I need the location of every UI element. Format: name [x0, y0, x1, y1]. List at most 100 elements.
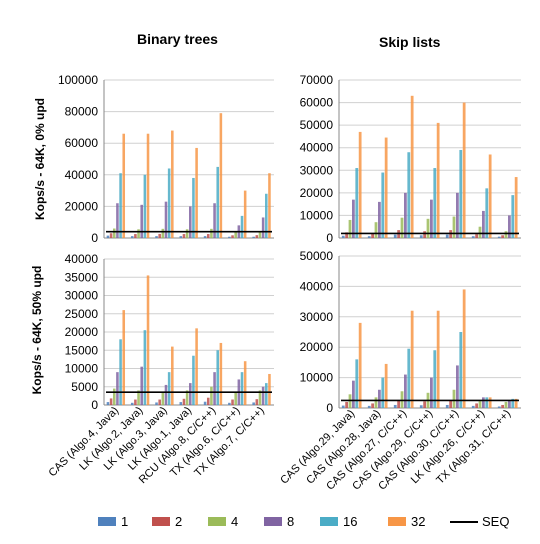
- legend-label: 16: [343, 514, 358, 529]
- bar-series-16: [119, 173, 122, 238]
- legend-item-seq: SEQ: [450, 514, 509, 529]
- y-tick-label: 10000: [300, 208, 334, 222]
- y-tick-label: 10000: [65, 362, 99, 376]
- bar-series-4: [161, 228, 165, 238]
- legend-item-16: 16: [320, 514, 357, 529]
- bar-series-16: [485, 397, 489, 408]
- y-tick-label: 30000: [300, 163, 334, 177]
- legend-item-2: 2: [152, 514, 182, 529]
- legend-label: 1: [121, 514, 129, 529]
- bar-series-8: [482, 397, 485, 408]
- bar-series-32: [514, 177, 518, 238]
- bar-series-2: [109, 233, 113, 238]
- bar-series-2: [345, 232, 349, 238]
- bar-series-1: [393, 234, 397, 238]
- bar-series-2: [206, 234, 210, 238]
- bar-series-8: [508, 215, 511, 238]
- bar-series-2: [206, 397, 210, 405]
- bar-series-8: [164, 201, 168, 238]
- bar-series-8: [508, 400, 511, 408]
- bar-series-8: [213, 203, 216, 238]
- bar-series-2: [371, 403, 375, 408]
- bar-series-4: [137, 229, 140, 238]
- bar-series-4: [185, 390, 189, 405]
- bar-series-4: [137, 390, 140, 405]
- chart-binary-trees-0pct: 0 20000 40000 60000 80000 100000: [58, 73, 274, 245]
- bar-series-16: [459, 332, 463, 408]
- bar-series-16: [265, 383, 268, 405]
- bar-series-16: [192, 355, 195, 405]
- bar-series-4: [452, 389, 456, 408]
- bar-series-1: [393, 404, 397, 408]
- bar-series-1: [341, 405, 345, 408]
- y-tick-label: 5000: [71, 380, 98, 394]
- bar-series-1: [179, 402, 183, 405]
- bar-series-1: [252, 402, 255, 405]
- bar-series-8: [140, 204, 143, 238]
- bar-series-1: [106, 402, 110, 405]
- legend-label: 4: [231, 514, 239, 529]
- bar-series-16: [381, 172, 385, 238]
- bar-series-32: [384, 137, 388, 238]
- bar-series-32: [122, 133, 126, 238]
- bar-series-8: [456, 192, 459, 238]
- bar-series-2: [423, 231, 427, 238]
- bar-series-4: [504, 401, 508, 408]
- bar-series-4: [112, 228, 116, 238]
- bar-series-1: [228, 236, 231, 238]
- bar-series-4: [234, 392, 237, 405]
- bar-series-16: [511, 398, 515, 408]
- y-tick-label: 0: [91, 231, 98, 245]
- bar-series-16: [355, 168, 359, 238]
- bar-series-1: [341, 235, 345, 238]
- bar-series-4: [210, 386, 213, 405]
- bar-series-8: [430, 377, 433, 408]
- legend-label: 8: [287, 514, 295, 529]
- bar-series-2: [449, 400, 453, 408]
- y-tick-label: 40000: [300, 141, 334, 155]
- bar-series-4: [185, 229, 189, 238]
- bar-series-16: [355, 359, 359, 408]
- bar-series-8: [456, 365, 459, 408]
- bar-series-2: [255, 235, 259, 238]
- bar-series-8: [140, 366, 143, 405]
- bar-series-1: [155, 402, 158, 405]
- bar-series-1: [471, 236, 475, 238]
- y-tick-label: 30000: [300, 310, 334, 324]
- bar-series-32: [243, 190, 247, 238]
- bar-series-1: [155, 236, 158, 238]
- bar-series-2: [158, 399, 161, 405]
- bar-series-8: [352, 380, 355, 408]
- bar-series-8: [430, 199, 433, 238]
- bar-series-16: [167, 372, 171, 405]
- bar-series-8: [378, 389, 381, 408]
- y-tick-label: 40000: [65, 252, 99, 266]
- bar-series-8: [116, 203, 119, 238]
- bar-series-32: [488, 397, 492, 408]
- bar-series-2: [475, 403, 479, 408]
- y-tick-label: 100000: [58, 73, 98, 87]
- bar-series-8: [404, 192, 407, 238]
- bar-series-32: [358, 322, 362, 408]
- bar-series-16: [192, 177, 195, 238]
- bar-series-4: [210, 228, 213, 238]
- y-tick-label: 80000: [65, 105, 99, 119]
- y-tick-label: 30000: [65, 289, 99, 303]
- legend-swatch: [320, 517, 338, 526]
- legend-swatch: [450, 520, 478, 523]
- legend-label: 32: [411, 514, 426, 529]
- legend-label: SEQ: [482, 514, 510, 529]
- chart-binary-trees-50pct: 0 5000 10000 15000 20000 25000 30000 35000 40000…: [47, 252, 274, 486]
- bar-series-2: [158, 233, 161, 238]
- bar-series-32: [268, 373, 271, 405]
- y-tick-label: 20000: [65, 325, 99, 339]
- y-tick-label: 40000: [65, 168, 99, 182]
- bar-series-32: [436, 122, 440, 238]
- bar-series-1: [445, 234, 449, 238]
- bar-series-32: [195, 328, 198, 405]
- bar-series-1: [179, 236, 183, 238]
- bar-series-8: [189, 206, 192, 238]
- y-tick-label: 50000: [300, 249, 334, 263]
